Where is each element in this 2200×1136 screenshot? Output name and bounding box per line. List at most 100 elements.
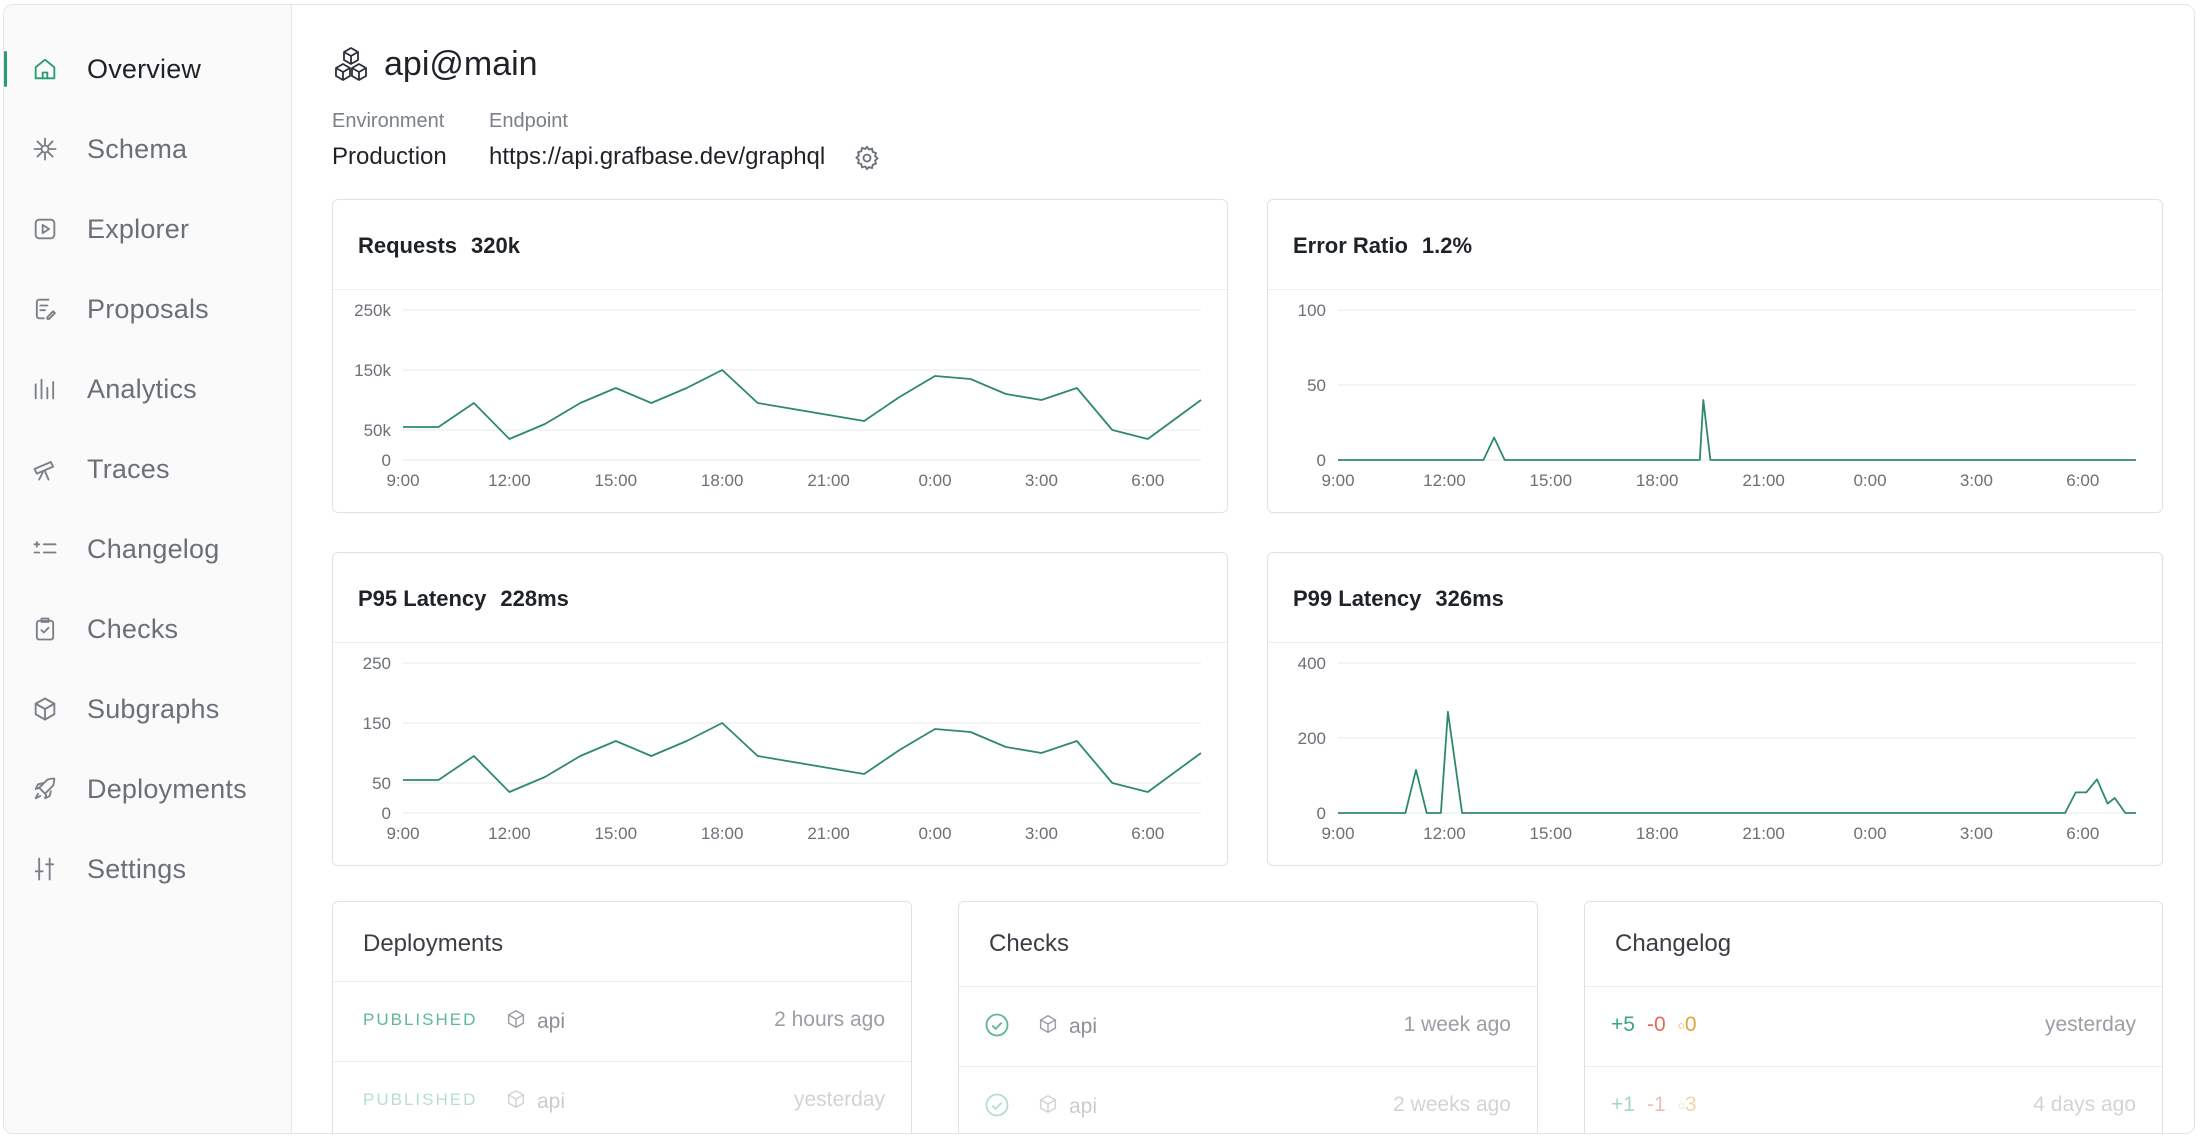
- sidebar-item-checks[interactable]: Checks: [4, 599, 292, 659]
- sidebar-item-changelog[interactable]: Changelog: [4, 519, 292, 579]
- added-count: +5: [1611, 1013, 1635, 1036]
- x-tick-label: 3:00: [1025, 824, 1058, 843]
- check-circle-icon: [983, 1011, 1011, 1039]
- error-ratio-chart-card: Error Ratio 1.2% 0 50 100 9:00 12:00 15:00 18:0…: [1267, 199, 2163, 513]
- chart-summary-value: 228ms: [500, 586, 569, 611]
- deployment-row[interactable]: PUBLISHED api 2 hours ago: [333, 982, 911, 1062]
- environment-label: Environment: [332, 110, 445, 132]
- sidebar-item-proposals[interactable]: Proposals: [4, 279, 292, 339]
- x-tick-label: 21:00: [1742, 471, 1785, 490]
- y-tick-label: 150: [363, 714, 391, 733]
- removed-count: -1: [1646, 1093, 1666, 1116]
- telescope-icon: [30, 454, 60, 484]
- chart-summary-value: 320k: [471, 233, 520, 258]
- environment-value: Production: [332, 143, 447, 170]
- service-name: api: [1069, 1095, 1098, 1118]
- cube-icon: [1037, 1093, 1059, 1121]
- series-line: [1338, 710, 2136, 814]
- x-tick-label: 0:00: [918, 824, 951, 843]
- sidebar-item-label: Overview: [87, 53, 202, 84]
- error-ratio-chart: 0 50 100 9:00 12:00 15:00 18:00 21:00 0:00 3:00 6:…: [1298, 301, 2136, 490]
- cubes-icon: [331, 45, 371, 85]
- sidebar-item-analytics[interactable]: Analytics: [4, 359, 292, 419]
- rocket-icon: [30, 774, 60, 804]
- chart-title: P99 Latency: [1293, 586, 1422, 611]
- panel-title[interactable]: Changelog: [1615, 930, 1732, 957]
- changelog-icon: [30, 534, 60, 564]
- sidebar-item-overview[interactable]: Overview: [4, 39, 292, 99]
- sidebar-item-label: Explorer: [87, 213, 190, 244]
- x-tick-label: 21:00: [807, 824, 850, 843]
- x-tick-label: 6:00: [2066, 471, 2099, 490]
- changelog-row[interactable]: +1 -1 ○3 4 days ago: [1585, 1067, 2162, 1133]
- x-tick-label: 9:00: [1321, 471, 1354, 490]
- sidebar-item-label: Subgraphs: [87, 693, 220, 724]
- p95-latency-chart: 0 50 150 250 9:00 12:00 15:00 18:00 21:00 0:00 3:0…: [363, 654, 1202, 843]
- status-badge: PUBLISHED: [363, 1010, 478, 1029]
- sidebar-item-label: Schema: [87, 133, 188, 164]
- sidebar-item-deployments[interactable]: Deployments: [4, 759, 292, 819]
- requests-chart-card: Requests 320k 0 50k 150k 250k 9:00 12:00 15:00 1…: [332, 199, 1228, 513]
- endpoint-value[interactable]: https://api.grafbase.dev/graphql: [489, 143, 826, 170]
- x-tick-label: 9:00: [386, 824, 419, 843]
- modified-dot-icon: ○: [1677, 1018, 1685, 1033]
- check-circle-icon: [983, 1091, 1011, 1119]
- x-tick-label: 6:00: [1131, 824, 1164, 843]
- check-row[interactable]: api 1 week ago: [959, 987, 1537, 1067]
- y-tick-label: 400: [1298, 654, 1326, 673]
- cube-icon: [505, 1008, 527, 1036]
- sidebar-item-label: Analytics: [87, 373, 197, 404]
- sidebar-item-subgraphs[interactable]: Subgraphs: [4, 679, 292, 739]
- cube-icon: [505, 1088, 527, 1116]
- check-row[interactable]: api 2 weeks ago: [959, 1067, 1537, 1133]
- timestamp: 2 weeks ago: [1393, 1093, 1511, 1116]
- gear-icon: [853, 145, 881, 176]
- x-tick-label: 0:00: [1853, 824, 1886, 843]
- sidebar-item-settings[interactable]: Settings: [4, 839, 292, 899]
- sidebar: Overview Schema Explorer Proposals Analy…: [4, 5, 292, 1133]
- y-tick-label: 100: [1298, 301, 1326, 320]
- x-tick-label: 18:00: [701, 824, 744, 843]
- home-icon: [30, 54, 60, 84]
- status-badge: PUBLISHED: [363, 1090, 478, 1109]
- x-tick-label: 15:00: [1530, 824, 1573, 843]
- removed-count: -0: [1646, 1013, 1666, 1036]
- p99-latency-chart-card: P99 Latency 326ms 0 200 400 9:00 12:00 15:00 18…: [1267, 552, 2163, 866]
- panel-title[interactable]: Deployments: [363, 930, 504, 957]
- requests-chart: 0 50k 150k 250k 9:00 12:00 15:00 18:00 21:00 0:00…: [354, 301, 1202, 490]
- x-tick-label: 6:00: [1131, 471, 1164, 490]
- cube-icon: [30, 694, 60, 724]
- x-tick-label: 15:00: [595, 824, 638, 843]
- modified-count: 3: [1684, 1093, 1697, 1116]
- deployments-panel: Deployments PUBLISHED api 2 hours ago PU…: [332, 901, 912, 1133]
- service-name: api: [537, 1090, 566, 1113]
- x-tick-label: 12:00: [1423, 824, 1466, 843]
- y-tick-label: 50k: [364, 421, 392, 440]
- series-line: [403, 369, 1202, 440]
- sidebar-item-traces[interactable]: Traces: [4, 439, 292, 499]
- x-tick-label: 18:00: [1636, 471, 1679, 490]
- x-tick-label: 0:00: [1853, 471, 1886, 490]
- cube-icon: [1037, 1013, 1059, 1041]
- x-tick-label: 12:00: [488, 471, 531, 490]
- sidebar-item-label: Proposals: [87, 293, 209, 324]
- changelog-row[interactable]: +5 -0 ○0 yesterday: [1585, 987, 2162, 1067]
- app-window: Overview Schema Explorer Proposals Analy…: [3, 4, 2195, 1134]
- x-tick-label: 21:00: [807, 471, 850, 490]
- clipboard-check-icon: [30, 614, 60, 644]
- schema-icon: [30, 134, 60, 164]
- series-line: [403, 722, 1202, 793]
- y-tick-label: 200: [1298, 729, 1326, 748]
- y-tick-label: 0: [382, 804, 391, 823]
- sidebar-item-schema[interactable]: Schema: [4, 119, 292, 179]
- chart-summary-value: 1.2%: [1421, 233, 1473, 258]
- sidebar-item-label: Traces: [87, 453, 170, 484]
- deployment-row[interactable]: PUBLISHED api yesterday: [333, 1062, 911, 1133]
- sidebar-item-explorer[interactable]: Explorer: [4, 199, 292, 259]
- endpoint-label: Endpoint: [489, 110, 568, 132]
- series-line: [1338, 399, 2136, 461]
- panel-title[interactable]: Checks: [989, 930, 1070, 957]
- service-name: api: [1069, 1015, 1098, 1038]
- added-count: +1: [1611, 1093, 1635, 1116]
- endpoint-settings-button[interactable]: [853, 144, 881, 172]
